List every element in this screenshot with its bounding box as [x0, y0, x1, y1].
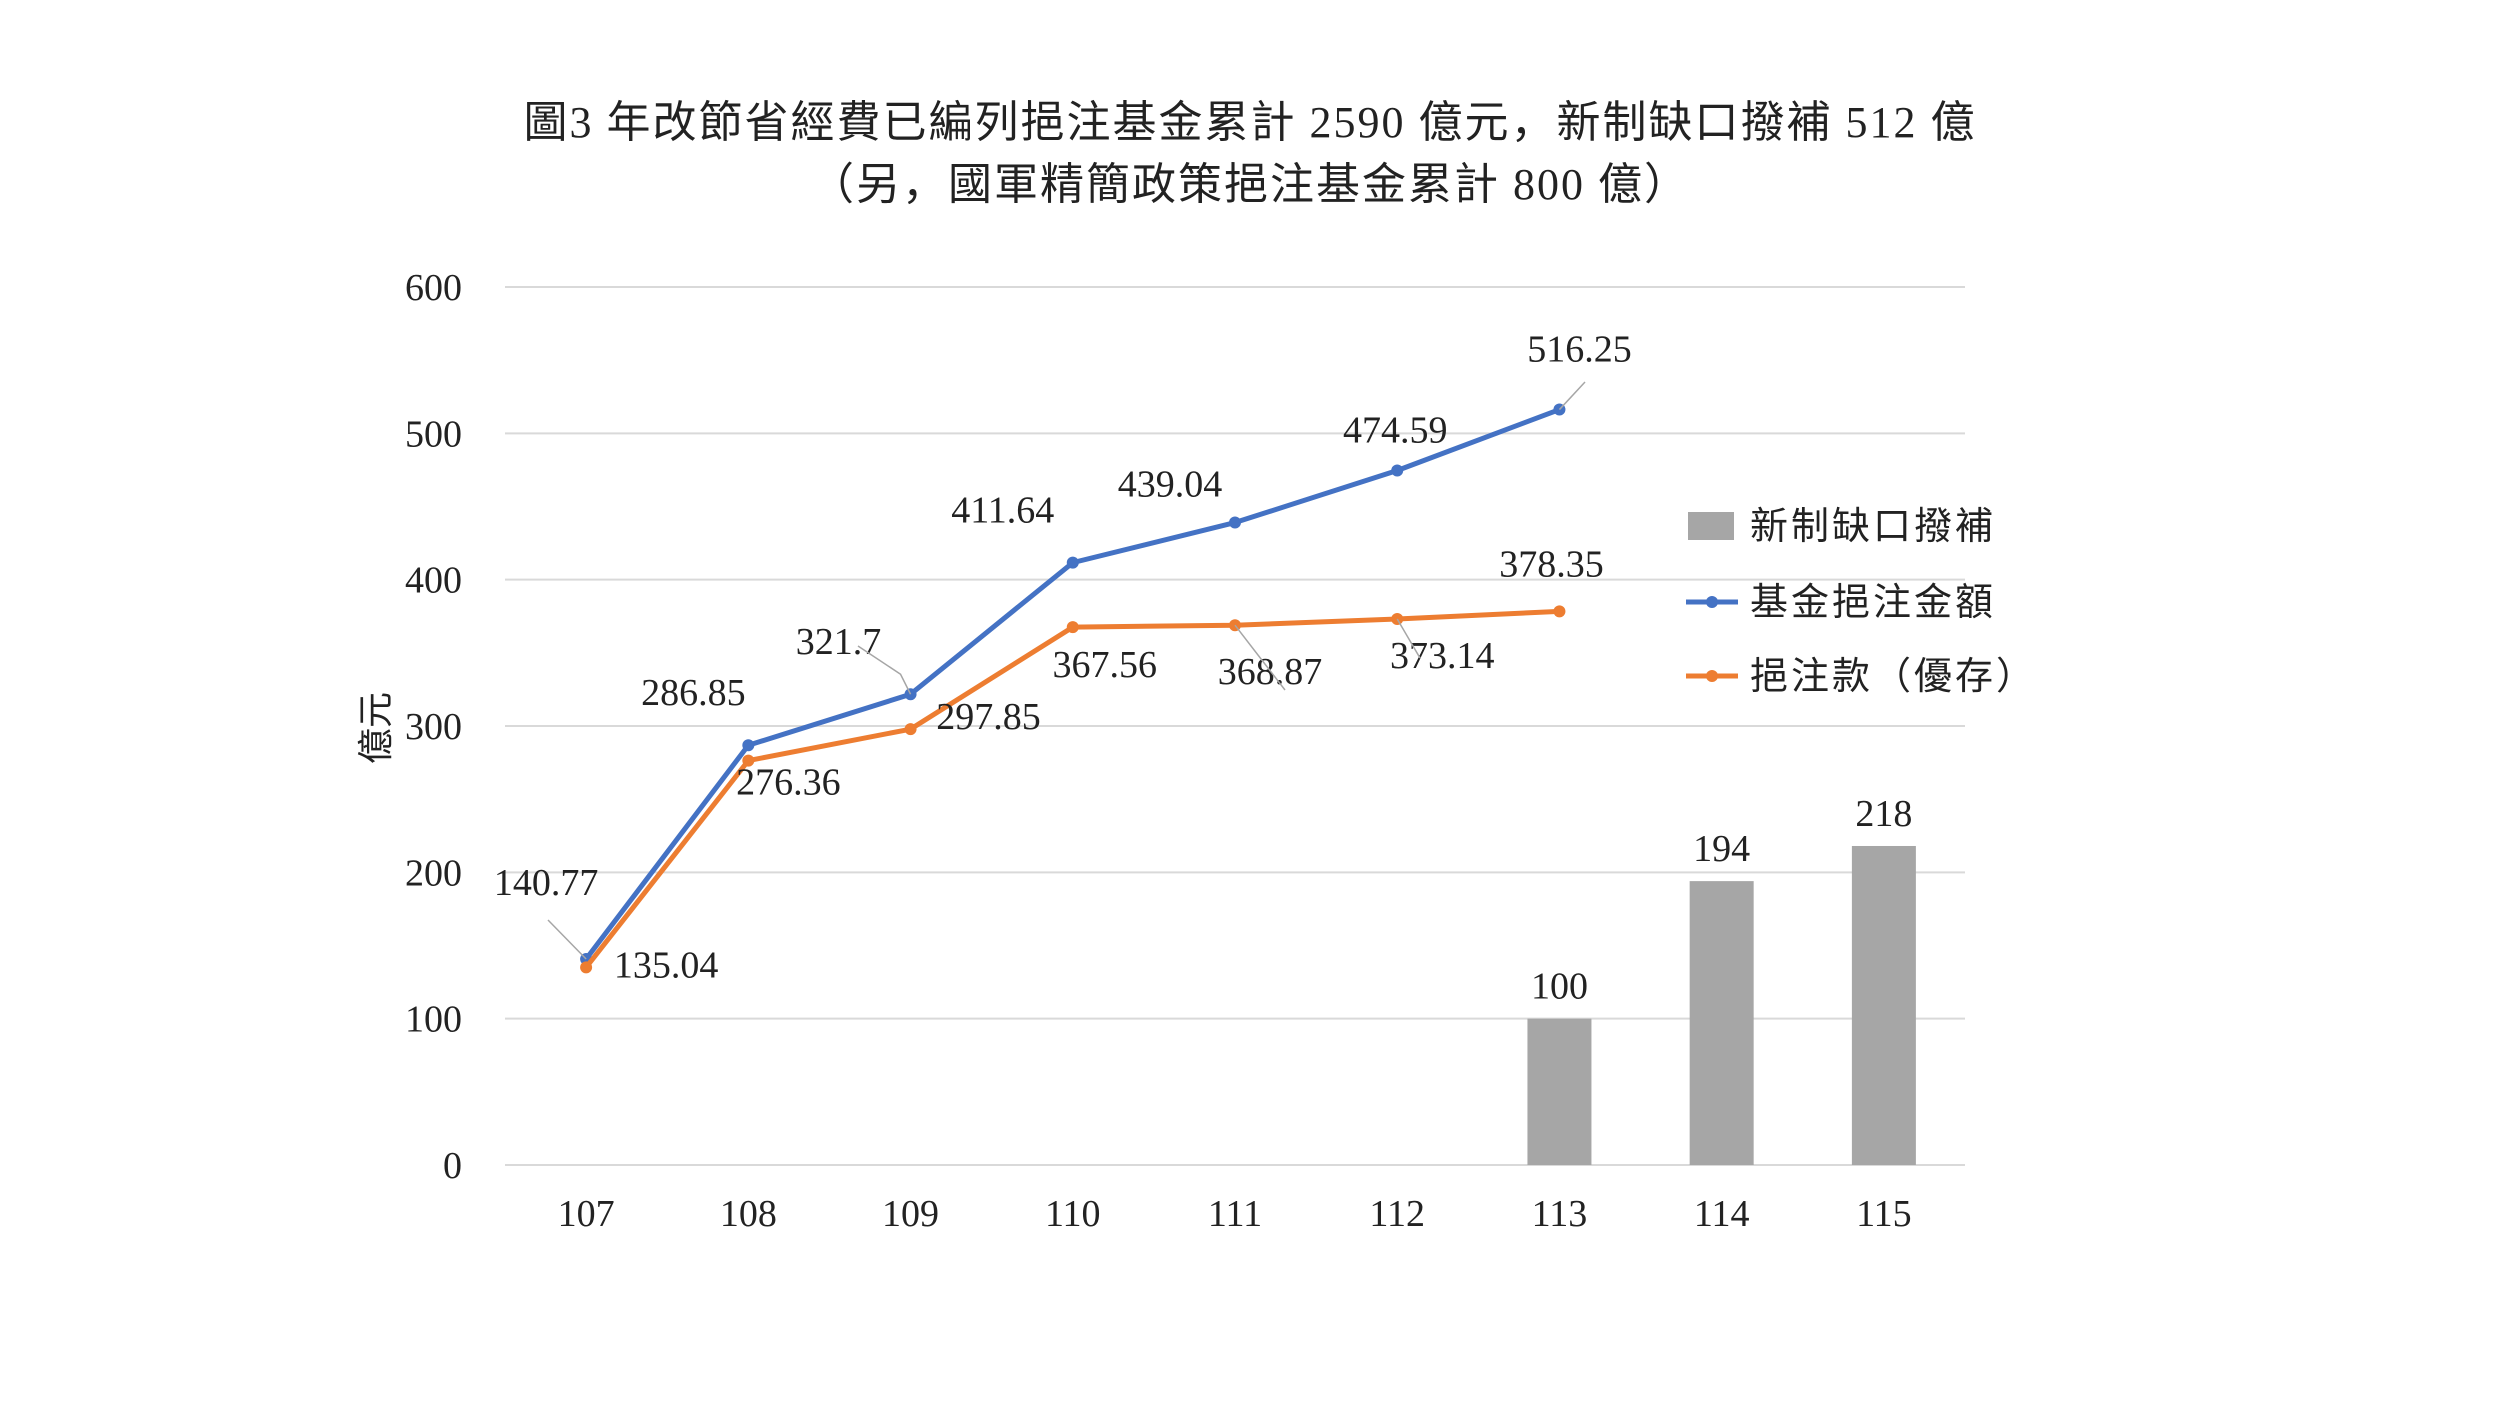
deposit-point-107 [580, 961, 593, 974]
fund-label-110: 411.64 [951, 490, 1054, 532]
y-axis-ticks: 0 100 200 300 400 500 600 [405, 267, 462, 1187]
fund-label-111: 439.04 [1118, 464, 1223, 506]
fund-point-112 [1391, 464, 1404, 477]
fund-label-108: 286.85 [641, 672, 746, 714]
x-tick-label-113: 113 [1532, 1193, 1588, 1235]
deposit-point-108 [742, 754, 755, 767]
y-tick-label-200: 200 [405, 852, 462, 894]
y-tick-label-100: 100 [405, 999, 462, 1041]
leader-line-0 [547, 919, 587, 960]
fund-label-109: 321.7 [796, 621, 882, 663]
deposit-point-109 [904, 723, 917, 736]
chart-title-line-2: （另，國軍精簡政策挹注基金累計 800 億） [810, 160, 1690, 209]
leader-line-2 [1234, 624, 1286, 691]
leader-line-4 [1558, 381, 1586, 411]
fund-point-111 [1229, 516, 1241, 529]
legend-swatch-bar [1688, 512, 1734, 540]
deposit-label-108: 276.36 [736, 762, 841, 804]
deposit-label-110: 367.56 [1053, 644, 1158, 686]
bar-115 [1851, 845, 1916, 1165]
x-tick-label-114: 114 [1694, 1193, 1750, 1235]
y-tick-label-600: 600 [405, 267, 462, 309]
fund-label-112: 474.59 [1343, 410, 1448, 452]
x-tick-label-110: 110 [1045, 1193, 1101, 1235]
leader-line-1 [857, 645, 912, 695]
x-tick-label-112: 112 [1369, 1193, 1425, 1235]
x-tick-label-108: 108 [720, 1193, 777, 1235]
deposit-point-113 [1553, 605, 1566, 618]
deposit-label-113: 378.35 [1499, 543, 1604, 585]
legend-swatch-marker-1 [1706, 596, 1718, 608]
bar-label-113: 100 [1531, 966, 1588, 1008]
deposit-label-111: 368.87 [1218, 651, 1323, 693]
x-tick-label-115: 115 [1856, 1193, 1912, 1235]
leader-line-3 [1396, 618, 1421, 659]
y-axis-label: 億元 [356, 692, 396, 764]
deposit-label-112: 373.14 [1390, 635, 1495, 677]
deposit-label-107: 135.04 [614, 944, 719, 986]
bar-114 [1689, 881, 1754, 1165]
y-tick-label-0: 0 [443, 1145, 462, 1187]
x-tick-label-111: 111 [1208, 1193, 1262, 1235]
fund-point-108 [742, 739, 755, 752]
fund-label-107: 140.77 [494, 862, 599, 904]
chart-title: 圖3 年改節省經費已編列挹注基金累計 2590 億元，新制缺口撥補 512 億 … [0, 92, 2500, 216]
x-tick-label-107: 107 [558, 1193, 615, 1235]
bar-113 [1527, 1018, 1592, 1165]
y-tick-label-500: 500 [405, 413, 462, 455]
x-axis-ticks: 107 108 109 110 111 112 113 114 115 [558, 1193, 1912, 1235]
y-tick-label-300: 300 [405, 706, 462, 748]
bar-label-115: 218 [1855, 793, 1912, 835]
legend-swatch-marker-2 [1706, 670, 1718, 682]
bar-series [1527, 845, 1916, 1165]
x-tick-label-109: 109 [882, 1193, 939, 1235]
chart-title-line-1: 圖3 年改節省經費已編列挹注基金累計 2590 億元，新制缺口撥補 512 億 [523, 98, 1977, 147]
y-tick-label-400: 400 [405, 560, 462, 602]
legend-label-0: 新制缺口撥補 [1750, 506, 1996, 548]
deposit-point-110 [1066, 621, 1079, 634]
fund-point-110 [1066, 556, 1079, 569]
deposit-label-109: 297.85 [936, 696, 1041, 738]
label-leader-lines [547, 381, 1586, 960]
bar-label-114: 194 [1693, 828, 1750, 870]
legend-label-1: 基金挹注金額 [1750, 582, 1996, 624]
fund-label-113: 516.25 [1527, 329, 1632, 371]
data-labels: 100 194 218 140.77 286.85 321.7 411.64 439.04 47… [494, 329, 1913, 1008]
legend-label-2: 挹注款（優存） [1750, 656, 2037, 698]
